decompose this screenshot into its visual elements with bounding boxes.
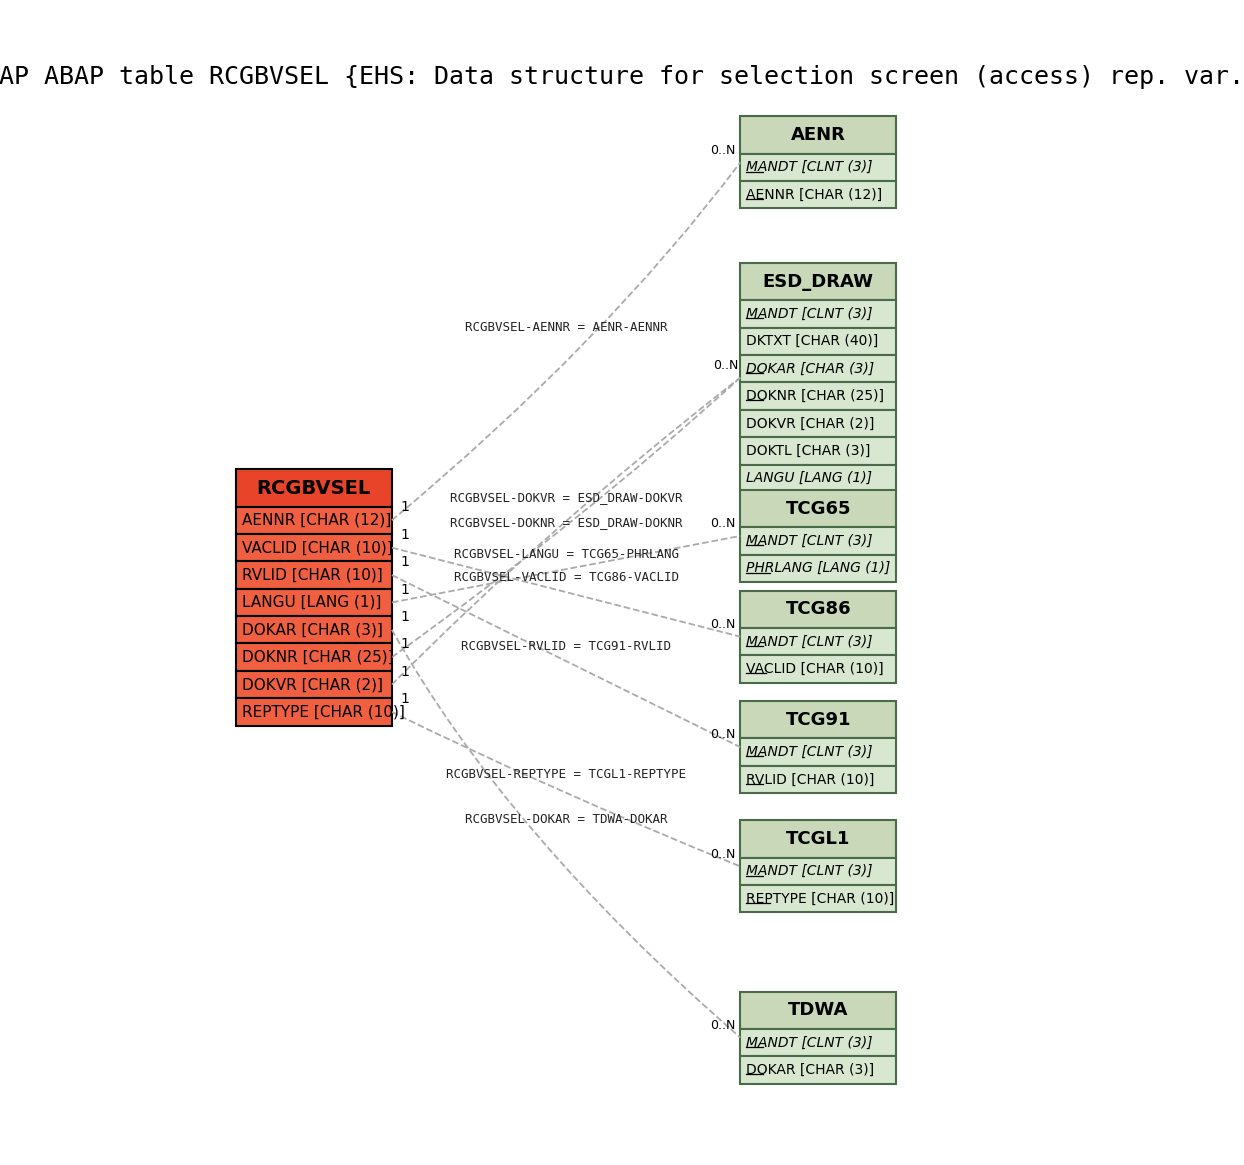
FancyBboxPatch shape [236, 507, 392, 534]
Text: RVLID [CHAR (10)]: RVLID [CHAR (10)] [241, 567, 382, 582]
FancyBboxPatch shape [740, 857, 897, 885]
FancyBboxPatch shape [740, 301, 897, 327]
FancyBboxPatch shape [236, 671, 392, 698]
FancyBboxPatch shape [740, 739, 897, 765]
FancyBboxPatch shape [236, 588, 392, 616]
Text: TCGL1: TCGL1 [786, 829, 851, 848]
Text: DOKTL [CHAR (3)]: DOKTL [CHAR (3)] [746, 444, 871, 458]
Text: RVLID [CHAR (10)]: RVLID [CHAR (10)] [746, 772, 875, 786]
FancyBboxPatch shape [740, 820, 897, 857]
Text: 1: 1 [401, 637, 409, 651]
FancyBboxPatch shape [740, 555, 897, 581]
Text: MANDT [CLNT (3)]: MANDT [CLNT (3)] [746, 635, 872, 649]
FancyBboxPatch shape [740, 701, 897, 739]
Text: DOKVR [CHAR (2)]: DOKVR [CHAR (2)] [241, 677, 383, 692]
FancyBboxPatch shape [740, 591, 897, 628]
Text: DOKNR [CHAR (25)]: DOKNR [CHAR (25)] [241, 650, 393, 665]
FancyBboxPatch shape [236, 616, 392, 643]
FancyBboxPatch shape [740, 327, 897, 355]
Text: RCGBVSEL-RVLID = TCG91-RVLID: RCGBVSEL-RVLID = TCG91-RVLID [462, 641, 671, 654]
Text: 0..N: 0..N [713, 359, 738, 372]
Text: PHRLANG [LANG (1)]: PHRLANG [LANG (1)] [746, 562, 891, 576]
Text: SAP ABAP table RCGBVSEL {EHS: Data structure for selection screen (access) rep. : SAP ABAP table RCGBVSEL {EHS: Data struc… [0, 65, 1244, 90]
Text: REPTYPE [CHAR (10)]: REPTYPE [CHAR (10)] [746, 891, 894, 905]
Text: VACLID [CHAR (10)]: VACLID [CHAR (10)] [746, 662, 883, 676]
Text: RCGBVSEL-AENNR = AENR-AENNR: RCGBVSEL-AENNR = AENR-AENNR [465, 320, 667, 333]
Text: DOKAR [CHAR (3)]: DOKAR [CHAR (3)] [241, 622, 382, 637]
Text: TCG91: TCG91 [786, 711, 851, 729]
FancyBboxPatch shape [740, 382, 897, 410]
Text: 0..N: 0..N [710, 1018, 735, 1032]
Text: RCGBVSEL-DOKVR = ESD_DRAW-DOKVR: RCGBVSEL-DOKVR = ESD_DRAW-DOKVR [450, 490, 683, 503]
Text: MANDT [CLNT (3)]: MANDT [CLNT (3)] [746, 534, 872, 548]
Text: 1: 1 [401, 528, 409, 542]
Text: 1: 1 [401, 610, 409, 624]
FancyBboxPatch shape [236, 534, 392, 562]
FancyBboxPatch shape [236, 698, 392, 726]
Text: RCGBVSEL: RCGBVSEL [256, 479, 371, 497]
FancyBboxPatch shape [740, 355, 897, 382]
FancyBboxPatch shape [236, 469, 392, 507]
Text: VACLID [CHAR (10)]: VACLID [CHAR (10)] [241, 541, 392, 556]
FancyBboxPatch shape [740, 655, 897, 683]
FancyBboxPatch shape [740, 490, 897, 527]
Text: LANGU [LANG (1)]: LANGU [LANG (1)] [746, 471, 872, 486]
FancyBboxPatch shape [740, 765, 897, 793]
Text: REPTYPE [CHAR (10)]: REPTYPE [CHAR (10)] [241, 705, 404, 720]
Text: 0..N: 0..N [710, 728, 735, 741]
Text: 1: 1 [401, 665, 409, 679]
FancyBboxPatch shape [740, 437, 897, 465]
Text: 0..N: 0..N [710, 143, 735, 156]
Text: TCG65: TCG65 [786, 500, 851, 517]
Text: LANGU [LANG (1)]: LANGU [LANG (1)] [241, 595, 381, 610]
Text: AENNR [CHAR (12)]: AENNR [CHAR (12)] [746, 188, 882, 202]
FancyBboxPatch shape [740, 885, 897, 912]
FancyBboxPatch shape [236, 562, 392, 588]
Text: MANDT [CLNT (3)]: MANDT [CLNT (3)] [746, 306, 872, 322]
Text: RCGBVSEL-LANGU = TCG65-PHRLANG: RCGBVSEL-LANGU = TCG65-PHRLANG [454, 549, 678, 562]
Text: DKTXT [CHAR (40)]: DKTXT [CHAR (40)] [746, 334, 878, 348]
FancyBboxPatch shape [740, 465, 897, 492]
Text: 0..N: 0..N [710, 617, 735, 630]
Text: TCG86: TCG86 [785, 600, 851, 619]
Text: ESD_DRAW: ESD_DRAW [763, 273, 873, 291]
Text: DOKNR [CHAR (25)]: DOKNR [CHAR (25)] [746, 389, 884, 403]
Text: 0..N: 0..N [710, 517, 735, 530]
Text: MANDT [CLNT (3)]: MANDT [CLNT (3)] [746, 161, 872, 175]
FancyBboxPatch shape [740, 181, 897, 209]
Text: 1: 1 [401, 582, 409, 596]
Text: RCGBVSEL-DOKNR = ESD_DRAW-DOKNR: RCGBVSEL-DOKNR = ESD_DRAW-DOKNR [450, 516, 683, 529]
FancyBboxPatch shape [740, 1057, 897, 1083]
Text: DOKAR [CHAR (3)]: DOKAR [CHAR (3)] [746, 361, 875, 376]
FancyBboxPatch shape [740, 991, 897, 1029]
Text: 0..N: 0..N [710, 848, 735, 861]
Text: RCGBVSEL-REPTYPE = TCGL1-REPTYPE: RCGBVSEL-REPTYPE = TCGL1-REPTYPE [447, 769, 687, 782]
Text: MANDT [CLNT (3)]: MANDT [CLNT (3)] [746, 1036, 872, 1050]
FancyBboxPatch shape [740, 1029, 897, 1057]
FancyBboxPatch shape [740, 527, 897, 555]
FancyBboxPatch shape [740, 410, 897, 437]
Text: RCGBVSEL-DOKAR = TDWA-DOKAR: RCGBVSEL-DOKAR = TDWA-DOKAR [465, 813, 667, 826]
Text: 1: 1 [401, 692, 409, 706]
Text: 1: 1 [401, 556, 409, 570]
Text: DOKVR [CHAR (2)]: DOKVR [CHAR (2)] [746, 416, 875, 431]
Text: RCGBVSEL-VACLID = TCG86-VACLID: RCGBVSEL-VACLID = TCG86-VACLID [454, 571, 678, 585]
Text: MANDT [CLNT (3)]: MANDT [CLNT (3)] [746, 864, 872, 878]
FancyBboxPatch shape [740, 116, 897, 154]
Text: DOKAR [CHAR (3)]: DOKAR [CHAR (3)] [746, 1062, 875, 1076]
Text: MANDT [CLNT (3)]: MANDT [CLNT (3)] [746, 746, 872, 760]
Text: AENR: AENR [791, 126, 846, 144]
FancyBboxPatch shape [236, 643, 392, 671]
FancyBboxPatch shape [740, 628, 897, 655]
Text: TDWA: TDWA [789, 1001, 848, 1019]
FancyBboxPatch shape [740, 154, 897, 181]
FancyBboxPatch shape [740, 263, 897, 301]
Text: 1: 1 [401, 501, 409, 515]
Text: AENNR [CHAR (12)]: AENNR [CHAR (12)] [241, 513, 391, 528]
